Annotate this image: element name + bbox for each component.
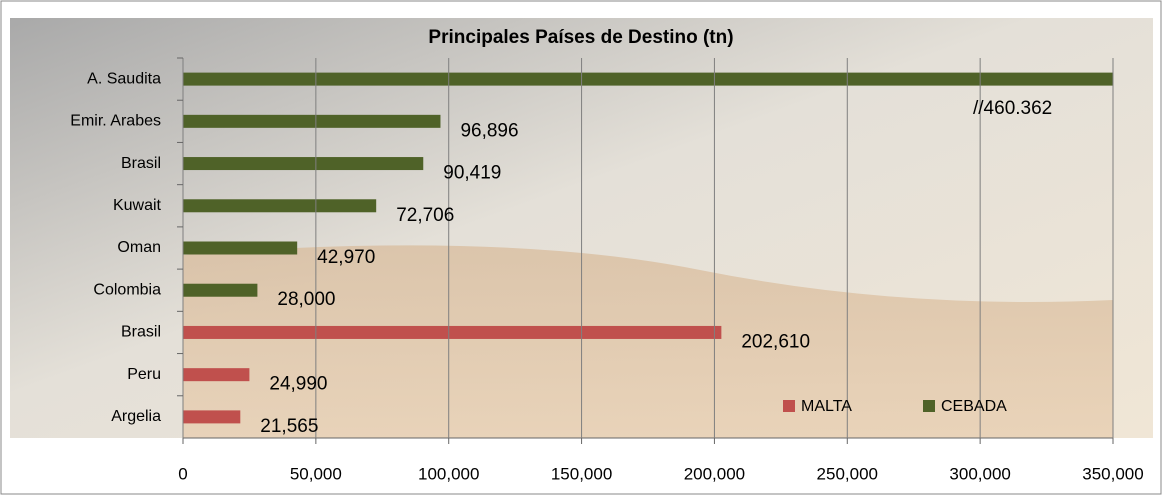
legend-swatch xyxy=(923,400,935,412)
legend-label: MALTA xyxy=(801,398,852,415)
y-tick-label: Oman xyxy=(117,239,161,256)
x-tick-label: 300,000 xyxy=(949,464,1010,483)
bar xyxy=(183,114,441,128)
data-label: 90,419 xyxy=(443,163,501,184)
plot-area xyxy=(183,72,1113,424)
x-tick-label: 350,000 xyxy=(1082,464,1143,483)
y-tick-label: Emir. Arabes xyxy=(70,113,161,130)
bar xyxy=(183,368,250,382)
data-label: //460.362 xyxy=(973,98,1052,119)
y-tick-label: Colombia xyxy=(93,281,161,298)
data-label: 72,706 xyxy=(396,205,454,226)
data-label: 24,990 xyxy=(269,374,327,395)
bar xyxy=(183,410,241,424)
y-tick-label: Brasil xyxy=(121,155,161,172)
bar xyxy=(183,241,298,255)
x-tick-label: 100,000 xyxy=(418,464,479,483)
data-label: 42,970 xyxy=(317,247,375,268)
data-label: 96,896 xyxy=(460,120,518,141)
y-tick-label: A. Saudita xyxy=(87,70,161,87)
y-tick-label: Kuwait xyxy=(113,197,162,214)
y-tick-label: Argelia xyxy=(111,408,161,425)
legend-swatch xyxy=(783,400,795,412)
bar xyxy=(183,199,377,213)
y-tick-label: Peru xyxy=(127,366,161,383)
y-tick-label: Brasil xyxy=(121,324,161,341)
data-label: 28,000 xyxy=(277,289,335,310)
bar xyxy=(183,72,1113,86)
bar xyxy=(183,157,424,171)
chart-title: Principales Países de Destino (tn) xyxy=(428,27,733,48)
legend-label: CEBADA xyxy=(941,398,1007,415)
x-tick-label: 250,000 xyxy=(817,464,878,483)
data-label: 202,610 xyxy=(741,331,810,352)
bar xyxy=(183,283,258,297)
data-label: 21,565 xyxy=(260,416,318,437)
x-tick-label: 150,000 xyxy=(551,464,612,483)
dune xyxy=(183,245,1113,438)
bar xyxy=(183,325,722,339)
x-tick-label: 50,000 xyxy=(290,464,342,483)
x-tick-label: 200,000 xyxy=(684,464,745,483)
x-tick-label: 0 xyxy=(178,464,187,483)
